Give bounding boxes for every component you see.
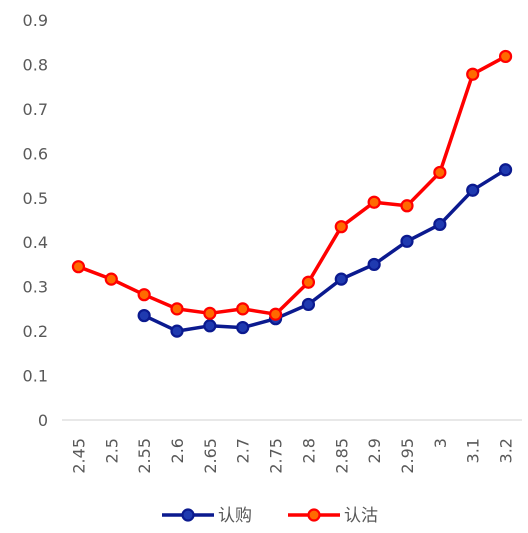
y-tick-label: 0.5 [23, 189, 48, 208]
legend-marker-1 [307, 508, 321, 522]
data-point [334, 272, 348, 286]
y-tick-label: 0 [38, 411, 48, 430]
y-tick-label: 0.7 [23, 100, 48, 119]
data-point [334, 220, 348, 234]
x-tick-label: 3.2 [497, 438, 516, 463]
x-tick-label: 2.5 [102, 438, 121, 463]
x-tick-label: 3.1 [464, 438, 483, 463]
legend: 认购 认沽 [162, 506, 378, 526]
data-point [137, 308, 151, 323]
data-point [367, 257, 381, 272]
y-tick-label: 0.9 [23, 11, 48, 30]
data-point [203, 306, 217, 320]
y-axis-labels: 0 0.1 0.2 0.3 0.4 0.5 0.6 0.7 0.8 0.9 [23, 11, 48, 430]
data-point [236, 302, 250, 316]
y-tick-label: 0.1 [23, 367, 48, 386]
y-tick-label: 0.4 [23, 233, 48, 252]
x-tick-label: 2.8 [299, 438, 318, 463]
x-tick-label: 2.7 [234, 438, 253, 463]
data-point [301, 275, 316, 289]
data-point [498, 163, 513, 177]
x-axis-labels: 2.45 2.5 2.55 2.6 2.65 2.7 2.75 2.8 2.85 2.9 2.95 3… [69, 438, 515, 474]
data-point [466, 183, 480, 197]
x-tick-label: 3 [431, 438, 450, 448]
data-point [301, 297, 316, 312]
data-point [498, 49, 513, 64]
x-tick-label: 2.55 [135, 438, 154, 474]
x-tick-label: 2.75 [267, 438, 286, 474]
data-point [400, 199, 414, 213]
x-tick-label: 2.65 [201, 438, 220, 474]
data-point [236, 320, 250, 335]
x-tick-label: 2.95 [398, 438, 417, 474]
y-tick-label: 0.3 [23, 278, 48, 297]
data-point [466, 67, 480, 81]
data-point [268, 307, 283, 321]
y-tick-label: 0.6 [23, 144, 48, 163]
x-tick-label: 2.45 [69, 438, 88, 474]
y-tick-label: 0.2 [23, 322, 48, 341]
x-tick-label: 2.85 [332, 438, 351, 474]
legend-label-1: 认沽 [344, 506, 378, 526]
legend-label-0: 认购 [218, 506, 252, 526]
data-point [104, 272, 118, 286]
data-point [71, 260, 86, 274]
x-tick-label: 2.6 [168, 438, 187, 463]
data-point [433, 217, 447, 232]
series-line-1 [76, 54, 508, 316]
x-tick-label: 2.9 [365, 438, 384, 463]
data-point [170, 324, 184, 338]
series-line-0 [142, 168, 508, 333]
series-points [71, 49, 513, 338]
data-point [203, 319, 217, 333]
data-point [170, 302, 184, 316]
data-point [433, 165, 447, 180]
y-tick-label: 0.8 [23, 55, 48, 74]
data-point [400, 234, 414, 248]
data-point [137, 288, 151, 302]
data-point [367, 195, 381, 209]
legend-marker-0 [181, 508, 195, 522]
